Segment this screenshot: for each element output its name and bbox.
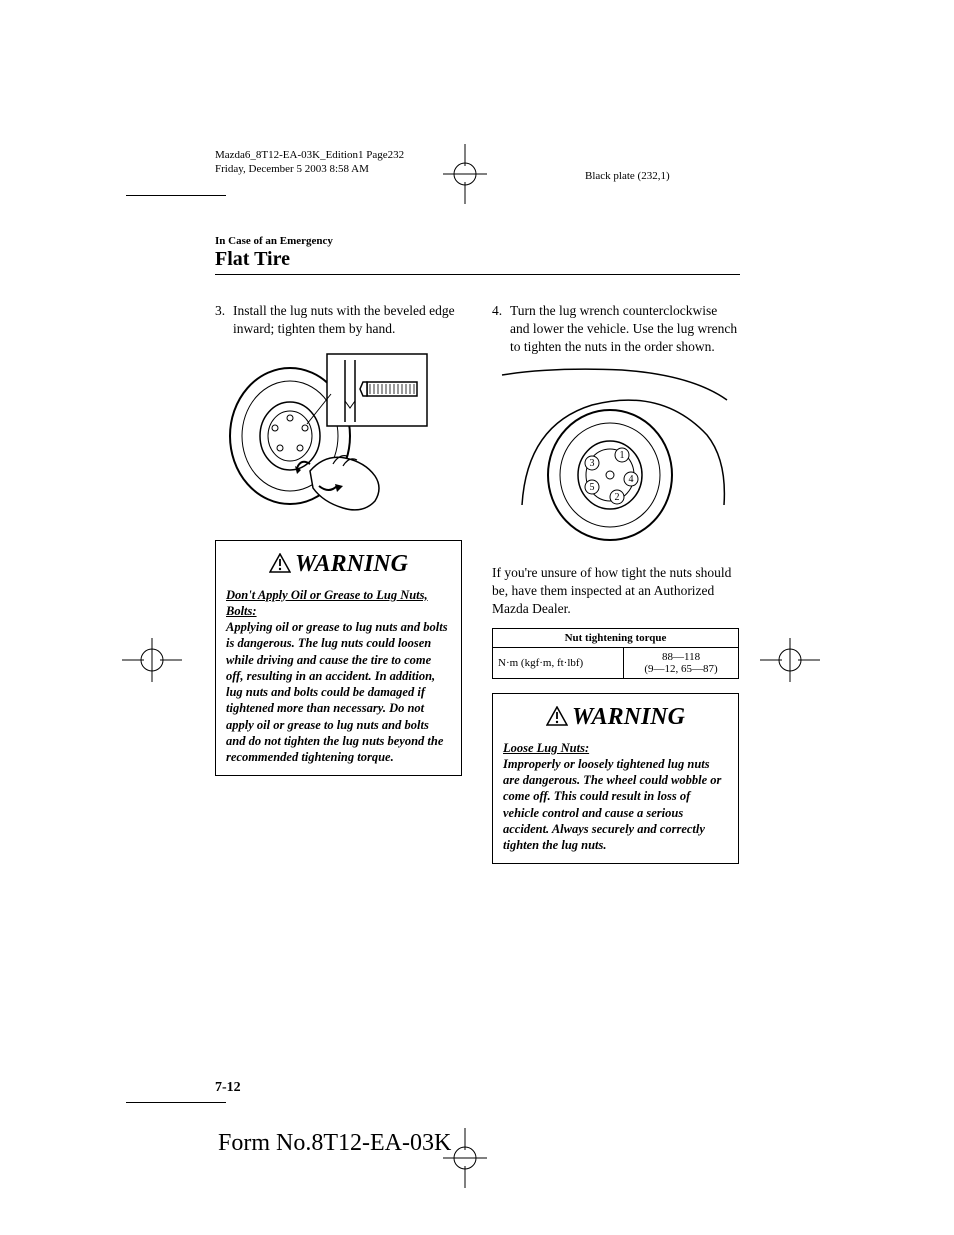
lug-nut-install-diagram bbox=[215, 346, 462, 526]
lug-1: 1 bbox=[620, 450, 625, 461]
torque-value-line1: 88—118 bbox=[629, 651, 733, 663]
step-3: 3. Install the lug nuts with the beveled… bbox=[215, 302, 462, 338]
crop-mark-top bbox=[435, 144, 495, 209]
form-number: Form No.8T12-EA-03K bbox=[218, 1130, 451, 1157]
step-3-number: 3. bbox=[215, 302, 233, 338]
warning-subtitle-2: Loose Lug Nuts: bbox=[503, 740, 728, 756]
crop-mark-right bbox=[760, 630, 820, 695]
lug-4: 4 bbox=[629, 474, 634, 485]
section-header: In Case of an Emergency Flat Tire bbox=[215, 235, 740, 275]
section-title: Flat Tire bbox=[215, 248, 740, 271]
plate-info: Black plate (232,1) bbox=[585, 170, 670, 182]
warning-triangle-icon bbox=[269, 553, 291, 573]
crop-mark-left bbox=[122, 630, 182, 695]
warning-box-oil: WARNING Don't Apply Oil or Grease to Lug… bbox=[215, 540, 462, 776]
page: Mazda6_8T12-EA-03K_Edition1 Page232 Frid… bbox=[0, 0, 954, 1235]
step-3-text: Install the lug nuts with the beveled ed… bbox=[233, 302, 462, 338]
step-4-number: 4. bbox=[492, 302, 510, 357]
step-4-text: Turn the lug wrench counterclockwise and… bbox=[510, 302, 739, 357]
lug-2: 2 bbox=[615, 492, 620, 503]
section-rule bbox=[215, 274, 740, 275]
tightening-order-diagram: 1 2 3 4 5 bbox=[492, 365, 739, 550]
warning-label-2: WARNING bbox=[572, 704, 685, 730]
warning-triangle-icon bbox=[546, 706, 568, 726]
content-columns: 3. Install the lug nuts with the beveled… bbox=[215, 302, 740, 864]
torque-header: Nut tightening torque bbox=[493, 629, 739, 648]
step-4: 4. Turn the lug wrench counterclockwise … bbox=[492, 302, 739, 357]
continuation-text: If you're unsure of how tight the nuts s… bbox=[492, 564, 739, 619]
warning-body: Applying oil or grease to lug nuts and b… bbox=[226, 619, 451, 765]
torque-unit: N·m (kgf·m, ft·lbf) bbox=[493, 648, 624, 679]
section-super: In Case of an Emergency bbox=[215, 235, 740, 247]
left-column: 3. Install the lug nuts with the beveled… bbox=[215, 302, 462, 864]
meta-line-2: Friday, December 5 2003 8:58 AM bbox=[215, 162, 404, 176]
warning-label: WARNING bbox=[295, 551, 408, 577]
lug-5: 5 bbox=[590, 482, 595, 493]
torque-table: Nut tightening torque N·m (kgf·m, ft·lbf… bbox=[492, 628, 739, 679]
warning-box-loose: WARNING Loose Lug Nuts: Improperly or lo… bbox=[492, 693, 739, 864]
page-number: 7-12 bbox=[215, 1080, 241, 1096]
trim-line-bottom bbox=[126, 1102, 226, 1103]
warning-heading-2: WARNING bbox=[503, 702, 728, 733]
warning-subtitle: Don't Apply Oil or Grease to Lug Nuts, B… bbox=[226, 587, 451, 620]
meta-line-1: Mazda6_8T12-EA-03K_Edition1 Page232 bbox=[215, 148, 404, 162]
torque-value-line2: (9—12, 65—87) bbox=[629, 663, 733, 675]
right-column: 4. Turn the lug wrench counterclockwise … bbox=[492, 302, 739, 864]
torque-value: 88—118 (9—12, 65—87) bbox=[624, 648, 739, 679]
document-meta: Mazda6_8T12-EA-03K_Edition1 Page232 Frid… bbox=[215, 148, 404, 177]
lug-3: 3 bbox=[590, 458, 595, 469]
warning-body-2: Improperly or loosely tightened lug nuts… bbox=[503, 756, 728, 854]
warning-heading: WARNING bbox=[226, 549, 451, 580]
trim-line-top bbox=[126, 195, 226, 196]
